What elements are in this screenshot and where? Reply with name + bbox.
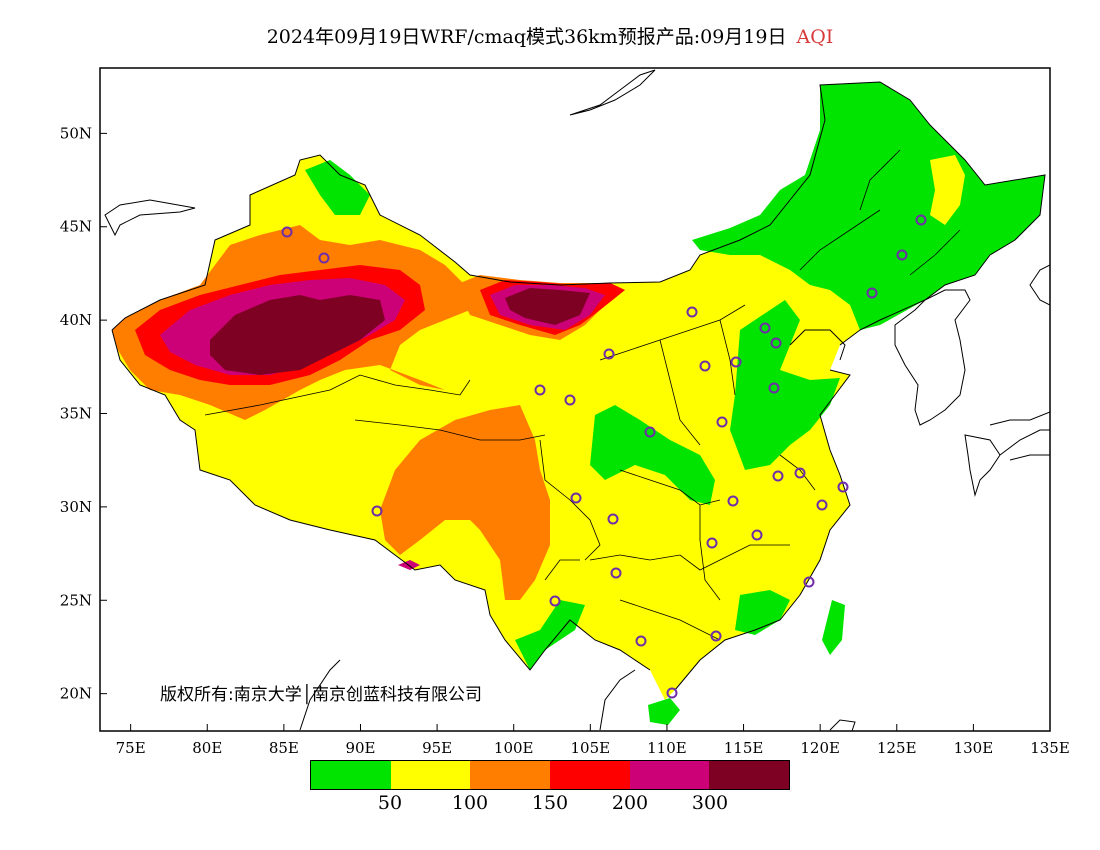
boundary-lines (104, 69, 1050, 731)
city-marker (644, 426, 656, 438)
city-marker (716, 416, 728, 428)
lat-tick-label: 40N (60, 311, 92, 329)
legend-swatch (470, 761, 551, 789)
chart-title: 2024年09月19日WRF/cmaq模式36km预报产品:09月19日 AQI (0, 22, 1100, 49)
aqi-region-yellow-northeast-patch (930, 155, 965, 225)
lon-tick-label: 125E (877, 739, 917, 757)
coastline-japan (964, 411, 1050, 497)
coastline-japan-north (1029, 264, 1050, 306)
lon-tick-label: 110E (647, 739, 687, 757)
lon-tick-label: 75E (116, 739, 146, 757)
lat-tick-label: 25N (60, 591, 92, 609)
lon-tick-label: 130E (954, 739, 994, 757)
city-marker (803, 576, 815, 588)
city-marker (603, 348, 615, 360)
aqi-region-green-yunnan (515, 600, 585, 670)
lon-tick-label: 85E (269, 739, 299, 757)
lon-tick-label: 115E (724, 739, 764, 757)
city-marker (607, 513, 619, 525)
map-frame (99, 67, 1051, 732)
city-marker (896, 249, 908, 261)
city-marker (549, 595, 561, 607)
legend-swatch (709, 761, 790, 789)
china-border (111, 81, 1046, 691)
legend-label: 300 (691, 792, 729, 814)
map-layer (112, 82, 1045, 725)
lon-tick-label: 120E (800, 739, 840, 757)
city-marker (727, 495, 739, 507)
city-marker (770, 337, 782, 349)
aqi-region-green-north-china (730, 300, 840, 470)
city-marker (710, 630, 722, 642)
coastline-vietnam (599, 669, 636, 731)
title-variable: AQI (796, 26, 834, 48)
city-marker (570, 492, 582, 504)
coastline-bohai (789, 329, 846, 361)
lon-tick-label: 105E (571, 739, 611, 757)
color-legend (310, 760, 790, 790)
lon-tick-label: 100E (494, 739, 534, 757)
copyright-notice: 版权所有:南京大学│南京创蓝科技有限公司 (160, 685, 482, 705)
city-marker (759, 322, 771, 334)
city-marker (915, 214, 927, 226)
city-marker (866, 287, 878, 299)
legend-swatch (311, 761, 391, 789)
aqi-region-orange-tibet (380, 405, 550, 600)
legend-label: 50 (377, 792, 403, 814)
legend-label: 150 (531, 792, 569, 814)
city-marker (635, 635, 647, 647)
aqi-region-green-taiwan (822, 600, 845, 655)
legend-swatch (390, 761, 471, 789)
axis-layer: 75E 80E 85E 90E 95E 100E 105E 110E 115E 120E 125E 1… (60, 124, 1070, 757)
city-marker (699, 360, 711, 372)
city-marker (730, 356, 742, 368)
lon-tick-label: 95E (422, 739, 452, 757)
city-marker (686, 306, 698, 318)
lat-tick-label: 30N (60, 498, 92, 516)
city-marker (837, 481, 849, 493)
legend-labels: 50 100 150 200 300 (0, 792, 1100, 818)
lat-tick-label: 45N (60, 218, 92, 236)
lat-tick-label: 35N (60, 405, 92, 423)
aqi-region-maroon-tarim (210, 295, 385, 375)
city-markers (281, 214, 927, 699)
aqi-region-green-dzungaria (305, 160, 370, 215)
city-marker (534, 384, 546, 396)
legend-swatch (550, 761, 630, 789)
coastline-baikal (569, 69, 656, 116)
aqi-region-maroon-alxa (505, 288, 590, 325)
province-lines (204, 149, 961, 641)
legend-label: 100 (451, 792, 489, 814)
lon-tick-label: 135E (1030, 739, 1070, 757)
lon-tick-label: 90E (345, 739, 375, 757)
city-marker (610, 567, 622, 579)
city-marker (281, 226, 293, 238)
city-marker (768, 382, 780, 394)
city-marker (772, 470, 784, 482)
city-marker (666, 687, 678, 699)
aqi-region-green-central (590, 405, 715, 505)
aqi-region-green-northeast (692, 82, 1045, 330)
coastline-philippines (829, 719, 856, 731)
city-marker (706, 537, 718, 549)
coastline-southeast-asia (299, 659, 341, 731)
aqi-region-green-hainan (648, 698, 680, 725)
lat-tick-label: 20N (60, 685, 92, 703)
legend-label: 200 (611, 792, 649, 814)
aqi-region-green-south (735, 590, 790, 635)
city-marker (564, 394, 576, 406)
city-marker (371, 505, 383, 517)
legend-swatch (629, 761, 710, 789)
city-marker (794, 467, 806, 479)
coastline-korea (894, 289, 971, 426)
city-marker (751, 529, 763, 541)
title-text: 2024年09月19日WRF/cmaq模式36km预报产品:09月19日 (266, 26, 787, 48)
coastline-kazakh-lake (104, 199, 196, 237)
lat-tick-label: 50N (60, 124, 92, 142)
city-marker (816, 499, 828, 511)
lon-tick-label: 80E (192, 739, 222, 757)
city-marker (318, 252, 330, 264)
